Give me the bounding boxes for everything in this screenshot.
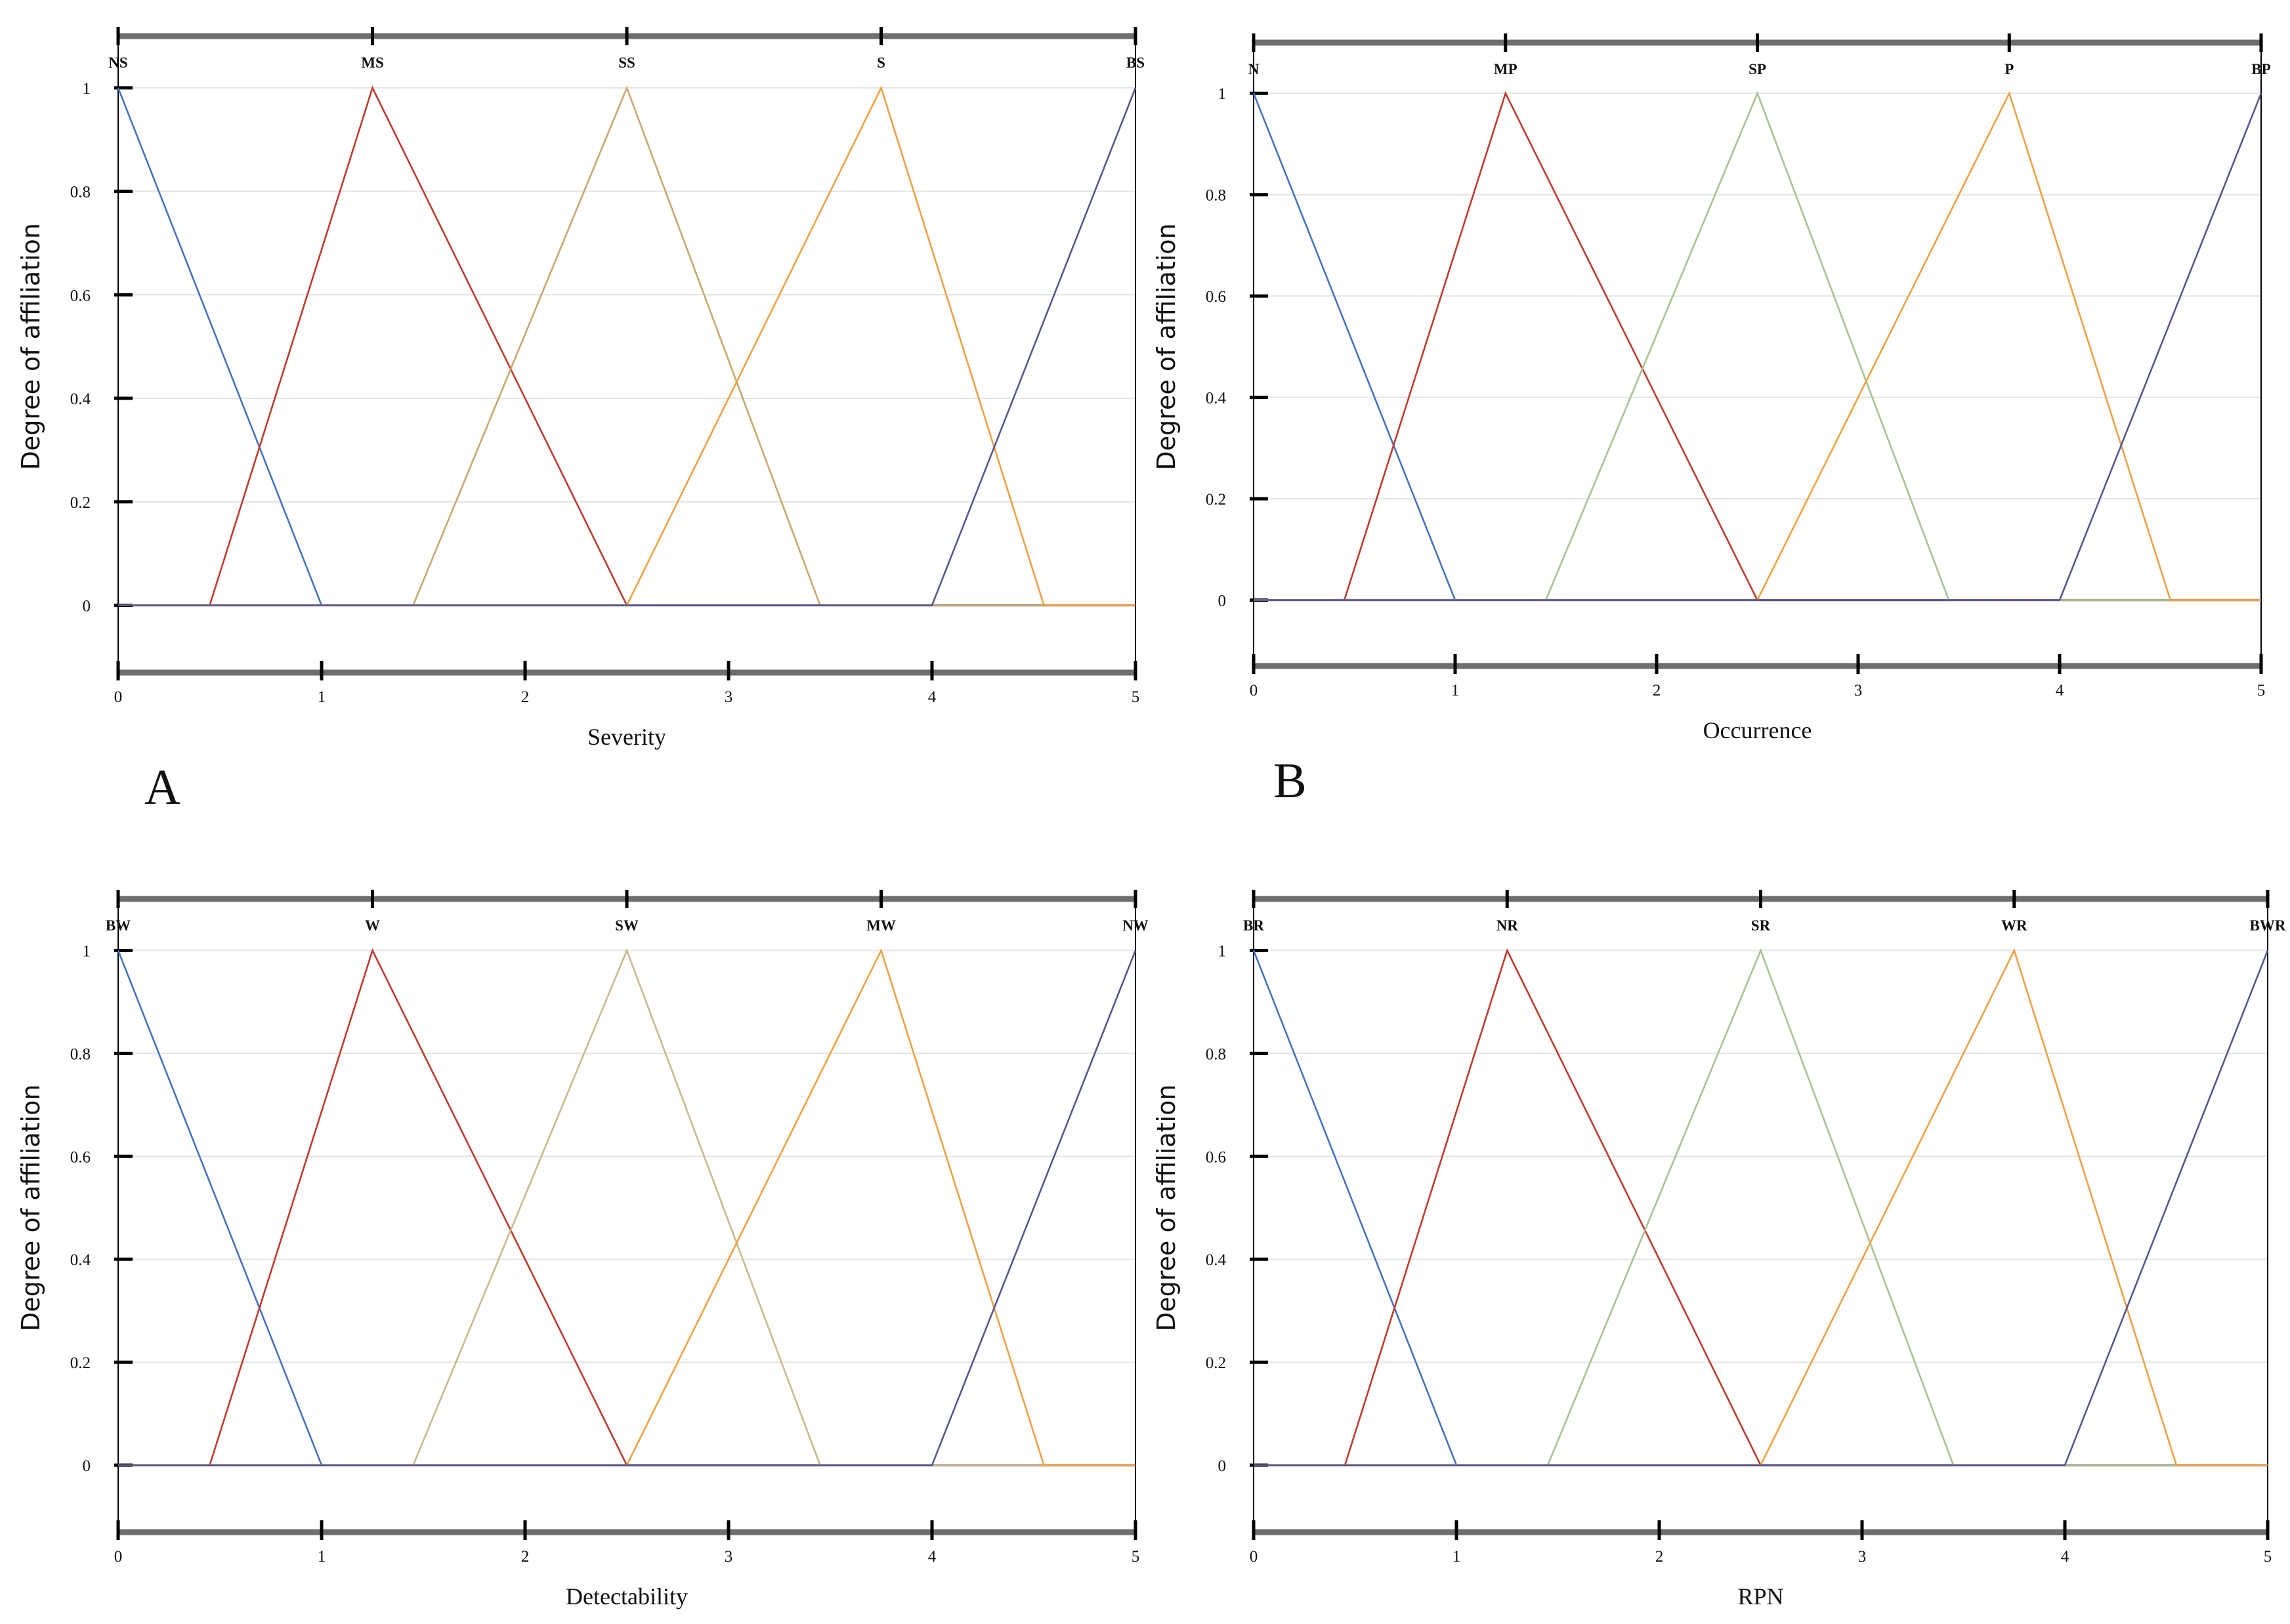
x-tick-label: 1	[1452, 1548, 1461, 1566]
x-tick-label: 4	[2056, 682, 2064, 699]
y-tick-label: 0	[83, 1457, 91, 1475]
panel-letter: C	[144, 1616, 178, 1624]
x-tick-label: 0	[1250, 682, 1258, 699]
x-tick-label: 4	[2061, 1548, 2069, 1566]
x-tick-label: 0	[114, 688, 123, 706]
y-tick-label: 0.4	[1206, 390, 1227, 407]
x-tick-label: 1	[1451, 682, 1460, 699]
set-label-bp: BP	[2251, 61, 2270, 77]
y-tick-label: 1	[1218, 942, 1227, 960]
y-axis-label: Degree of affiliation	[1152, 223, 1181, 470]
x-axis-label: Occurrence	[1703, 717, 1812, 743]
y-tick-label: 0	[1218, 593, 1227, 610]
series-line-bwr	[1254, 950, 2269, 1467]
y-tick-label: 0.8	[1206, 187, 1226, 205]
y-tick-label: 0.6	[70, 1148, 91, 1166]
set-label-sp: SP	[1749, 61, 1766, 77]
y-tick-label: 0.8	[70, 184, 91, 201]
y-tick-label: 1	[83, 80, 91, 98]
x-tick-label: 5	[2264, 1548, 2272, 1566]
x-tick-label: 2	[1653, 682, 1661, 699]
x-tick-label: 5	[1132, 1548, 1140, 1566]
x-tick-label: 5	[1132, 688, 1140, 706]
y-tick-label: 0.8	[70, 1045, 91, 1063]
y-tick-label: 0.4	[1206, 1251, 1227, 1269]
y-axis-label: Degree of affiliation	[16, 1085, 45, 1331]
panel-letter: A	[144, 760, 180, 815]
set-label-nr: NR	[1496, 917, 1519, 934]
set-label-nw: NW	[1122, 917, 1149, 934]
panel-letter: B	[1273, 753, 1307, 808]
x-tick-label: 3	[1854, 682, 1863, 699]
x-tick-label: 1	[318, 688, 326, 706]
set-label-n: N	[1248, 61, 1260, 77]
y-axis-label: Degree of affiliation	[1152, 1085, 1181, 1331]
y-tick-label: 0.6	[1206, 288, 1226, 306]
x-tick-label: 2	[1655, 1548, 1664, 1566]
x-tick-label: 3	[725, 688, 733, 706]
panel-c: 0 1 2 3 4 5 0 0.2 0.4 0.6 0.8 1 BW W SW MW NW Detectabili…	[16, 890, 1149, 1624]
x-tick-label: 0	[114, 1548, 123, 1566]
series-line-nw	[118, 950, 1137, 1467]
x-tick-label: 2	[521, 688, 530, 706]
x-axis-label: RPN	[1737, 1583, 1783, 1610]
set-label-w: W	[365, 917, 380, 934]
y-tick-label: 0.2	[1206, 1354, 1226, 1372]
x-axis-label: Severity	[587, 724, 666, 750]
set-label-ns: NS	[108, 54, 127, 71]
x-tick-label: 3	[725, 1548, 733, 1566]
y-tick-label: 0.2	[70, 1354, 91, 1372]
x-axis-label: Detectability	[566, 1583, 688, 1610]
set-label-sr: SR	[1751, 917, 1771, 934]
series-line-bs	[118, 87, 1137, 606]
x-tick-label: 4	[928, 1548, 937, 1566]
set-label-bwr: BWR	[2250, 917, 2286, 934]
y-tick-label: 1	[83, 942, 91, 960]
set-label-s: S	[877, 54, 885, 71]
set-label-bs: BS	[1126, 54, 1145, 71]
set-label-mp: MP	[1494, 61, 1517, 77]
y-tick-label: 0	[1218, 1457, 1227, 1475]
y-tick-label: 0.6	[1206, 1148, 1226, 1166]
y-tick-label: 0.4	[70, 390, 91, 408]
set-label-bw: BW	[106, 917, 131, 934]
y-tick-label: 0	[83, 597, 91, 615]
panel-d: 0 1 2 3 4 5 0 0.2 0.4 0.6 0.8 1 BR NR SR WR BWR RPN Degree…	[1152, 890, 2286, 1624]
set-label-sw: SW	[615, 917, 639, 934]
y-tick-label: 1	[1218, 85, 1227, 103]
series-line-bp	[1254, 93, 2262, 601]
set-label-br: BR	[1243, 917, 1264, 934]
y-tick-label: 0.6	[70, 287, 91, 304]
x-tick-label: 1	[318, 1548, 326, 1566]
set-label-p: P	[2004, 61, 2014, 77]
x-tick-label: 4	[928, 688, 937, 706]
set-label-mw: MW	[866, 917, 896, 934]
y-axis-label: Degree of affiliation	[16, 223, 45, 470]
set-label-ss: SS	[618, 54, 635, 71]
y-tick-label: 0.8	[1206, 1045, 1226, 1063]
y-tick-label: 0.2	[1206, 491, 1226, 509]
x-tick-label: 0	[1250, 1548, 1258, 1566]
x-tick-label: 2	[521, 1548, 530, 1566]
x-tick-label: 3	[1858, 1548, 1867, 1566]
set-label-wr: WR	[2001, 917, 2027, 934]
panel-letter: D	[1273, 1616, 1309, 1624]
x-tick-label: 5	[2257, 682, 2266, 699]
panel-b: 0 1 2 3 4 5 0 0.2 0.4 0.6 0.8 1 N MP SP P BP Occurrence De…	[1152, 33, 2271, 808]
y-tick-label: 0.2	[70, 494, 91, 512]
y-tick-label: 0.4	[70, 1251, 91, 1269]
set-label-ms: MS	[361, 54, 384, 71]
